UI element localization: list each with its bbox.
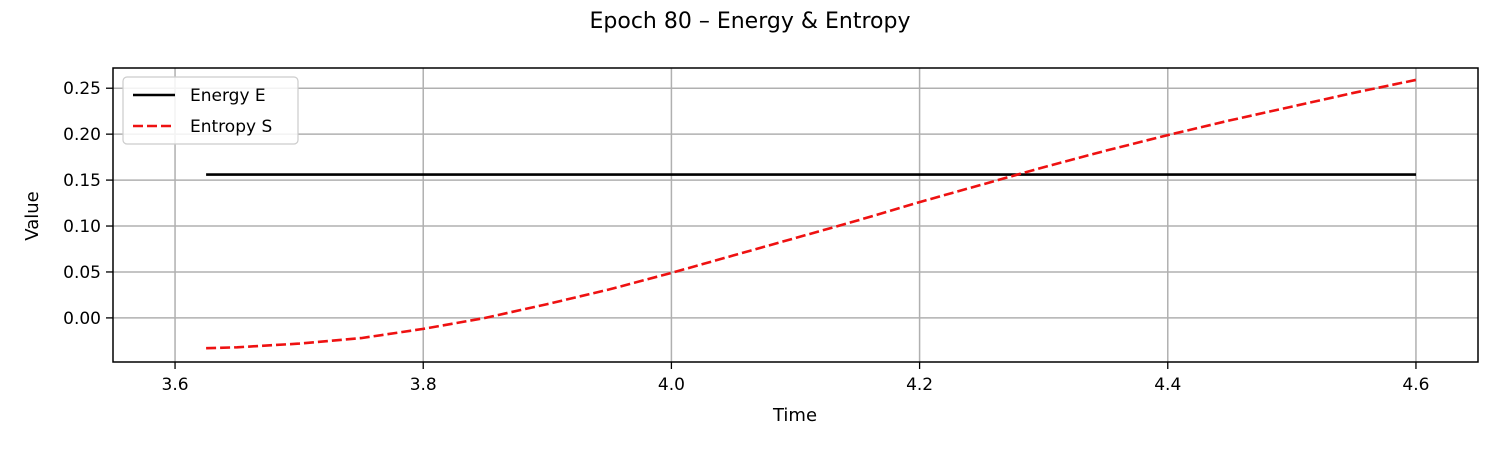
chart-title: Epoch 80 – Energy & Entropy (590, 9, 911, 34)
legend: Energy E Entropy S (122, 76, 299, 145)
grid-lines (113, 68, 1478, 362)
y-axis-label: Value (22, 191, 43, 240)
x-tick-label: 3.6 (162, 375, 189, 395)
x-axis-label: Time (772, 405, 817, 426)
x-tick-label: 4.0 (658, 375, 685, 395)
x-tick-label: 4.4 (1154, 375, 1181, 395)
legend-label: Energy E (190, 86, 266, 106)
x-tick-label: 4.2 (906, 375, 933, 395)
y-tick-label: 0.00 (63, 309, 101, 329)
x-tick-label: 4.6 (1402, 375, 1429, 395)
y-tick-label: 0.25 (63, 79, 101, 99)
y-tick-label: 0.15 (63, 171, 101, 191)
series-line-entropy (206, 78, 1417, 350)
series-lines (206, 78, 1417, 350)
plot-frame (112, 67, 1479, 363)
x-tick-label: 3.8 (410, 375, 437, 395)
y-tick-label: 0.20 (63, 125, 101, 145)
y-tick-label: 0.05 (63, 263, 101, 283)
y-tick-label: 0.10 (63, 217, 101, 237)
legend-label: Entropy S (190, 117, 272, 137)
axis-ticks: 3.6 3.8 4.0 4.2 4.4 4.6 0.00 0.05 0.10 0.15 0.20 0.… (63, 79, 1429, 395)
